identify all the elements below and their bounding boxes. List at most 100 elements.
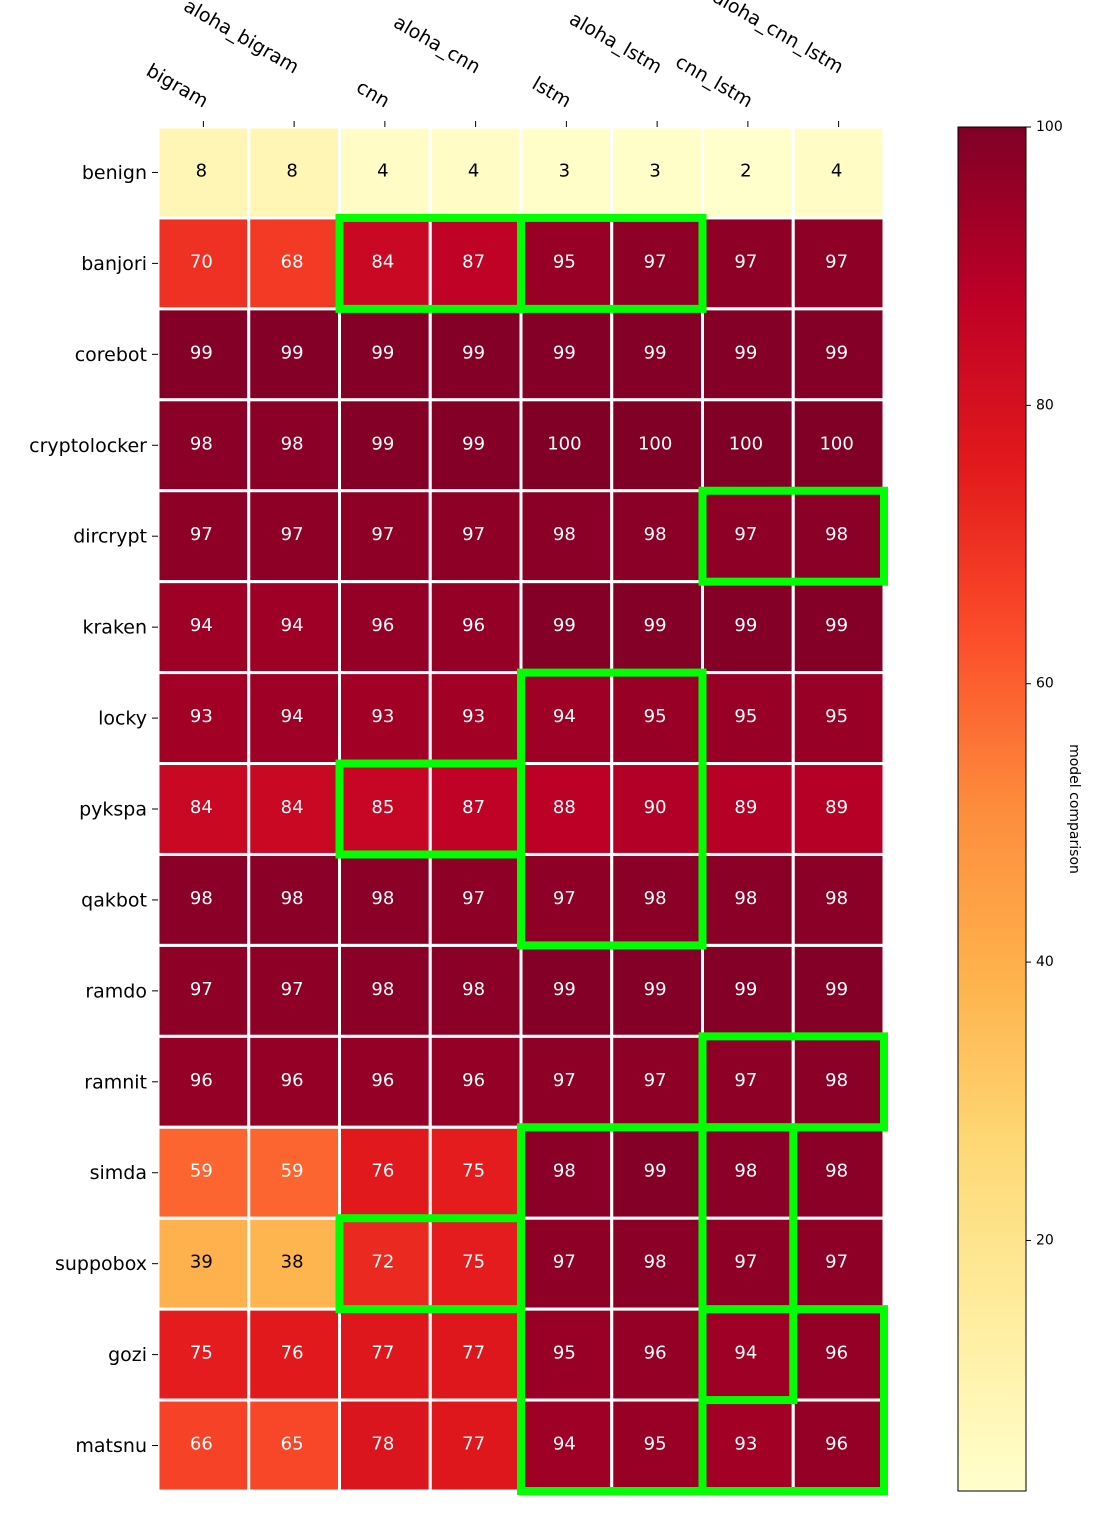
cell-value-label: 93 bbox=[371, 706, 394, 727]
cell-value-label: 97 bbox=[553, 888, 576, 909]
cell-value-label: 95 bbox=[644, 1434, 667, 1455]
cell-value-label: 99 bbox=[553, 979, 576, 1000]
cell-value-label: 89 bbox=[734, 797, 757, 818]
cell-value-label: 99 bbox=[190, 342, 213, 363]
heatmap-cell bbox=[247, 216, 341, 311]
row-tick-label: corebot bbox=[75, 344, 147, 366]
cell-value-label: 97 bbox=[553, 1070, 576, 1091]
heatmap-cell bbox=[791, 671, 886, 766]
row-tick-label: ramdo bbox=[85, 980, 147, 1002]
heatmap-cell bbox=[701, 943, 795, 1038]
cell-value-label: 2 bbox=[740, 160, 751, 181]
colorbar: 20 40 60 80 100 model comparison bbox=[957, 119, 1082, 1492]
cell-value-label: 77 bbox=[371, 1343, 394, 1364]
cell-value-label: 97 bbox=[281, 524, 304, 545]
cell-value-label: 70 bbox=[190, 251, 213, 272]
cell-value-label: 8 bbox=[196, 160, 207, 181]
cell-value-label: 87 bbox=[462, 797, 485, 818]
heatmap-cell bbox=[791, 1125, 886, 1220]
colorbar-tick-label: 40 bbox=[1036, 954, 1054, 970]
cell-value-label: 72 bbox=[371, 1252, 394, 1273]
highlight-box bbox=[698, 1123, 798, 1405]
cell-value-label: 96 bbox=[825, 1434, 848, 1455]
heatmap-cell bbox=[519, 580, 614, 675]
cell-value-label: 94 bbox=[734, 1343, 757, 1364]
colorbar-label: model comparison bbox=[1066, 744, 1082, 874]
column-tick-label: lstm bbox=[528, 73, 575, 113]
cell-value-label: 98 bbox=[190, 888, 213, 909]
cell-value-label: 98 bbox=[644, 888, 667, 909]
cell-value-label: 93 bbox=[462, 706, 485, 727]
cell-value-label: 99 bbox=[462, 342, 485, 363]
cell-value-label: 98 bbox=[825, 888, 848, 909]
cell-value-label: 99 bbox=[734, 615, 757, 636]
heatmap-cell bbox=[338, 671, 432, 766]
cell-value-label: 93 bbox=[190, 706, 213, 727]
cell-value-label: 98 bbox=[825, 1070, 848, 1091]
cell-value-label: 3 bbox=[649, 160, 660, 181]
cell-value-label: 97 bbox=[734, 1070, 757, 1091]
heatmap-cell bbox=[247, 852, 341, 947]
heatmap-cell bbox=[610, 671, 704, 766]
highlight-box bbox=[517, 213, 707, 313]
cell-value-label: 96 bbox=[371, 615, 394, 636]
cell-value-label: 99 bbox=[734, 979, 757, 1000]
heatmap-cell bbox=[610, 580, 704, 675]
cell-value-label: 98 bbox=[734, 888, 757, 909]
cell-value-label: 59 bbox=[281, 1161, 304, 1182]
highlight-box bbox=[698, 1305, 888, 1495]
cell-value-label: 93 bbox=[734, 1434, 757, 1455]
cell-value-label: 68 bbox=[281, 251, 304, 272]
heatmap-cell bbox=[338, 307, 432, 402]
heatmap-cell bbox=[701, 1125, 795, 1220]
cell-value-label: 89 bbox=[825, 797, 848, 818]
cell-value-label: 96 bbox=[644, 1343, 667, 1364]
cell-value-label: 94 bbox=[190, 615, 213, 636]
cell-value-label: 99 bbox=[462, 433, 485, 454]
cell-value-label: 99 bbox=[553, 615, 576, 636]
cell-value-label: 65 bbox=[281, 1434, 304, 1455]
heatmap-cell bbox=[428, 1398, 523, 1493]
cell-value-label: 99 bbox=[644, 1161, 667, 1182]
cell-value-label: 77 bbox=[462, 1434, 485, 1455]
row-tick-label: gozi bbox=[108, 1344, 147, 1366]
heatmap-cell bbox=[338, 1125, 432, 1220]
cell-value-label: 95 bbox=[644, 706, 667, 727]
heatmap-cell bbox=[247, 671, 341, 766]
cell-value-label: 98 bbox=[281, 888, 304, 909]
heatmap-cell bbox=[791, 216, 886, 311]
cell-value-label: 94 bbox=[553, 706, 576, 727]
column-tick-label: cnn bbox=[352, 76, 393, 112]
row-tick-label: pykspa bbox=[79, 799, 147, 821]
row-tick-label: cryptolocker bbox=[29, 435, 147, 457]
heatmap-cell bbox=[791, 307, 886, 402]
cell-value-label: 98 bbox=[190, 433, 213, 454]
heatmap-cell bbox=[247, 1034, 341, 1129]
colorbar-tick-label: 100 bbox=[1036, 119, 1063, 135]
cell-value-label: 98 bbox=[644, 524, 667, 545]
cell-value-label: 97 bbox=[825, 1252, 848, 1273]
colorbar-ticks: 20 40 60 80 100 bbox=[1026, 119, 1063, 1248]
heatmap-cell bbox=[247, 580, 341, 675]
heatmap-cell bbox=[610, 125, 704, 220]
row-tick-labels: benign banjori corebot cryptolocker dircrypt… bbox=[29, 162, 158, 1457]
column-tick-label: aloha_lstm bbox=[566, 8, 666, 78]
heatmap-cell bbox=[338, 1216, 432, 1311]
row-tick-label: matsnu bbox=[75, 1435, 147, 1457]
cell-value-label: 84 bbox=[371, 251, 394, 272]
row-tick-label: banjori bbox=[81, 253, 147, 275]
cell-value-label: 4 bbox=[468, 160, 479, 181]
highlight-box bbox=[335, 1214, 525, 1314]
heatmap-cell bbox=[338, 398, 432, 493]
cell-value-label: 88 bbox=[553, 797, 576, 818]
heatmap-cell bbox=[701, 580, 795, 675]
cell-value-label: 59 bbox=[190, 1161, 213, 1182]
cell-value-label: 100 bbox=[729, 433, 763, 454]
heatmap-cell bbox=[701, 671, 795, 766]
cell-value-label: 98 bbox=[553, 1161, 576, 1182]
cell-value-label: 84 bbox=[190, 797, 213, 818]
colorbar-gradient bbox=[957, 126, 1027, 1492]
row-tick-label: qakbot bbox=[81, 889, 147, 911]
cell-value-label: 97 bbox=[644, 1070, 667, 1091]
